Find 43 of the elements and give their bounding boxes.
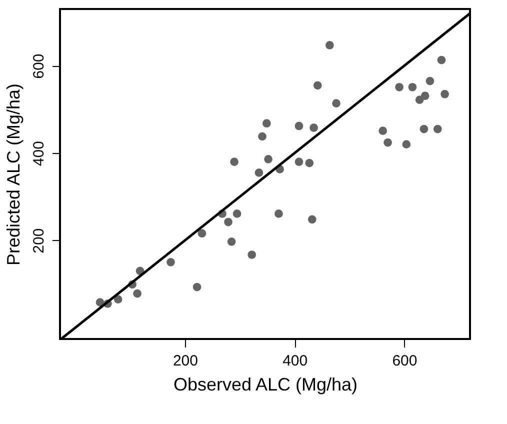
x-tick-label: 200 (172, 352, 198, 370)
point (294, 158, 304, 166)
point (420, 124, 428, 134)
x-tick-label: 400 (282, 352, 308, 370)
point (254, 168, 264, 177)
y-tick-label: 600 (30, 54, 48, 79)
point (384, 138, 392, 147)
point (437, 56, 446, 64)
point (248, 250, 256, 259)
point (310, 124, 318, 132)
point (96, 298, 104, 307)
point (308, 215, 316, 224)
point (227, 237, 236, 246)
point (114, 295, 122, 304)
point (305, 158, 314, 168)
point (198, 229, 206, 238)
y-axis-title: Predicted ALC (Mg/ha) (4, 83, 24, 266)
point (313, 81, 322, 90)
point (258, 132, 266, 141)
point (378, 126, 388, 135)
point (264, 154, 272, 164)
point (262, 119, 271, 128)
point (415, 96, 424, 104)
point (332, 99, 340, 108)
point (274, 210, 283, 218)
x-tick-label: 600 (392, 352, 418, 370)
point (230, 158, 238, 166)
point (325, 41, 334, 50)
point (395, 82, 404, 92)
point (426, 76, 434, 86)
point (232, 210, 242, 218)
point (224, 218, 232, 226)
x-axis-title: Observed ALC (Mg/ha) (173, 374, 358, 394)
y-tick-label: 200 (30, 228, 48, 254)
point (408, 82, 417, 92)
point (402, 140, 411, 148)
point (294, 122, 304, 130)
point (192, 282, 202, 292)
point (166, 258, 175, 266)
point (433, 124, 442, 134)
y-tick-label: 400 (30, 141, 48, 166)
point (133, 289, 142, 298)
point (440, 90, 449, 98)
